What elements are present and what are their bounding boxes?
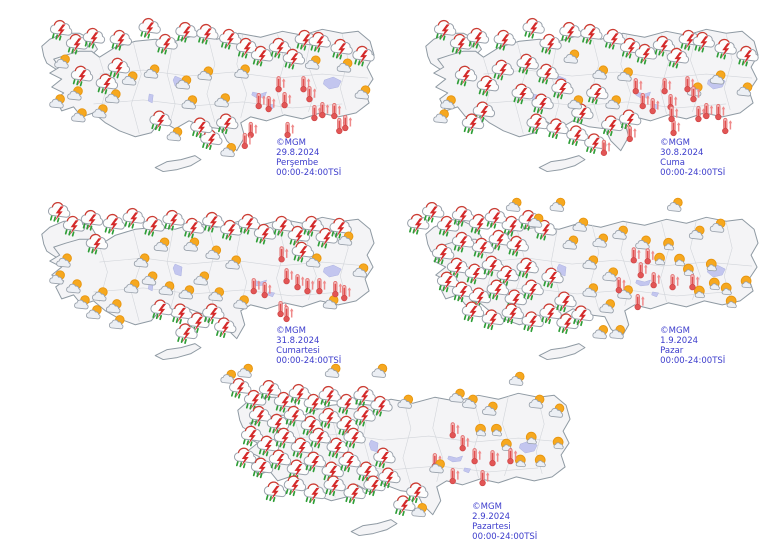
hours-text: 00:00-24:00TSİ [276,356,342,367]
date-text: 31.8.2024 [276,336,320,347]
thunderstorm-icon [47,201,71,223]
sunny-icon [683,263,695,277]
copyright-text: ©MGM [472,502,502,513]
sun-with-cloud-icon [666,197,683,212]
thunderstorm-icon [263,481,287,503]
sunny-icon [475,423,487,437]
temperature-rise-icon [341,114,353,132]
sunny-icon [720,282,732,296]
thunderstorm-icon [161,209,186,231]
copyright-text: ©MGM [276,326,306,337]
date-text: 30.8.2024 [660,148,704,159]
map-caption: ©MGM 1.9.2024 Pazar 00:00-24:00TSİ [660,326,725,366]
sunny-icon [552,436,564,450]
temperature-rise-icon [247,121,259,139]
date-text: 2.9.2024 [472,512,511,523]
sunny-icon [740,275,752,289]
sunny-icon [708,277,720,291]
sun-with-cloud-icon [220,143,237,158]
forecast-map-thursday: ©MGM 29.8.2024 Perşembe 00:00-24:00TSİ [4,0,382,184]
sun-with-cloud-icon [49,270,65,285]
copyright-text: ©MGM [276,138,306,149]
date-text: 1.9.2024 [660,336,699,347]
date-text: 29.8.2024 [276,148,320,159]
thunderstorm-icon [522,17,546,39]
sun-with-cloud-icon [371,363,388,378]
sun-with-cloud-icon [49,94,65,109]
thunderstorm-icon [466,27,490,49]
temperature-rise-icon [600,139,612,157]
sunny-icon [693,285,705,299]
day-text: Cumartesi [276,346,320,357]
sun-with-cloud-icon [324,363,341,378]
temperature-rise-icon [721,117,733,135]
thunderstorm-icon [421,201,445,223]
map-caption: ©MGM 30.8.2024 Cuma 00:00-24:00TSİ [660,138,725,178]
thunderstorm-icon [82,27,106,49]
sun-with-cloud-icon [108,315,125,330]
copyright-text: ©MGM [660,138,690,149]
sun-with-cloud-icon [592,325,609,340]
day-text: Cuma [660,158,685,169]
thunderstorm-icon [199,128,223,151]
sun-with-cloud-icon [237,363,253,378]
temperature-rise-icon [626,125,638,143]
map-caption: ©MGM 2.9.2024 Pazartesi 00:00-24:00TSİ [472,502,537,542]
copyright-text: ©MGM [660,326,690,337]
day-text: Perşembe [276,158,319,169]
hours-text: 00:00-24:00TSİ [276,168,342,179]
hours-text: 00:00-24:00TSİ [660,168,726,179]
sun-with-cloud-icon [433,109,449,124]
sun-with-cloud-icon [505,197,522,212]
day-text: Pazartesi [472,522,511,533]
thunderstorm-icon [80,209,104,231]
sunny-icon [525,431,537,445]
sun-with-cloud-icon [71,108,87,123]
sunny-icon [663,237,675,251]
sun-with-cloud-icon [572,217,589,232]
sunny-icon [491,423,503,437]
sun-with-cloud-icon [549,197,566,212]
sunny-icon [514,454,526,468]
forecast-map-friday: ©MGM 30.8.2024 Cuma 00:00-24:00TSİ [388,0,766,184]
sun-with-cloud-icon [462,394,478,409]
day-text: Pazar [660,346,684,357]
forecast-map-sunday: ©MGM 1.9.2024 Pazar 00:00-24:00TSİ [388,182,766,372]
sunny-icon [534,454,546,468]
map-caption: ©MGM 31.8.2024 Cumartesi 00:00-24:00TSİ [276,326,341,366]
temperature-rise-icon [283,305,295,323]
thunderstorm-icon [102,213,126,235]
hours-text: 00:00-24:00TSİ [660,356,726,367]
sun-with-cloud-icon [508,371,525,386]
thunderstorm-icon [122,207,146,229]
temperature-rise-icon [669,119,682,137]
sun-with-cloud-icon [449,388,465,403]
thunderstorm-icon [138,17,162,39]
sunny-icon [674,253,686,267]
sun-with-cloud-icon [397,394,414,409]
sunny-icon [654,252,666,266]
thunderstorm-icon [174,322,198,344]
sunny-icon [725,295,737,309]
forecast-map-saturday: ©MGM 31.8.2024 Cumartesi 00:00-24:00TSİ [4,182,382,372]
hours-text: 00:00-24:00TSİ [472,532,538,543]
forecast-map-monday: ©MGM 2.9.2024 Pazartesi 00:00-24:00TSİ [200,358,578,548]
sun-with-cloud-icon [86,305,102,320]
sunny-icon [705,258,717,272]
map-caption: ©MGM 29.8.2024 Perşembe 00:00-24:00TSİ [276,138,341,178]
temperature-rise-icon [284,121,296,139]
sun-with-cloud-icon [166,127,183,142]
